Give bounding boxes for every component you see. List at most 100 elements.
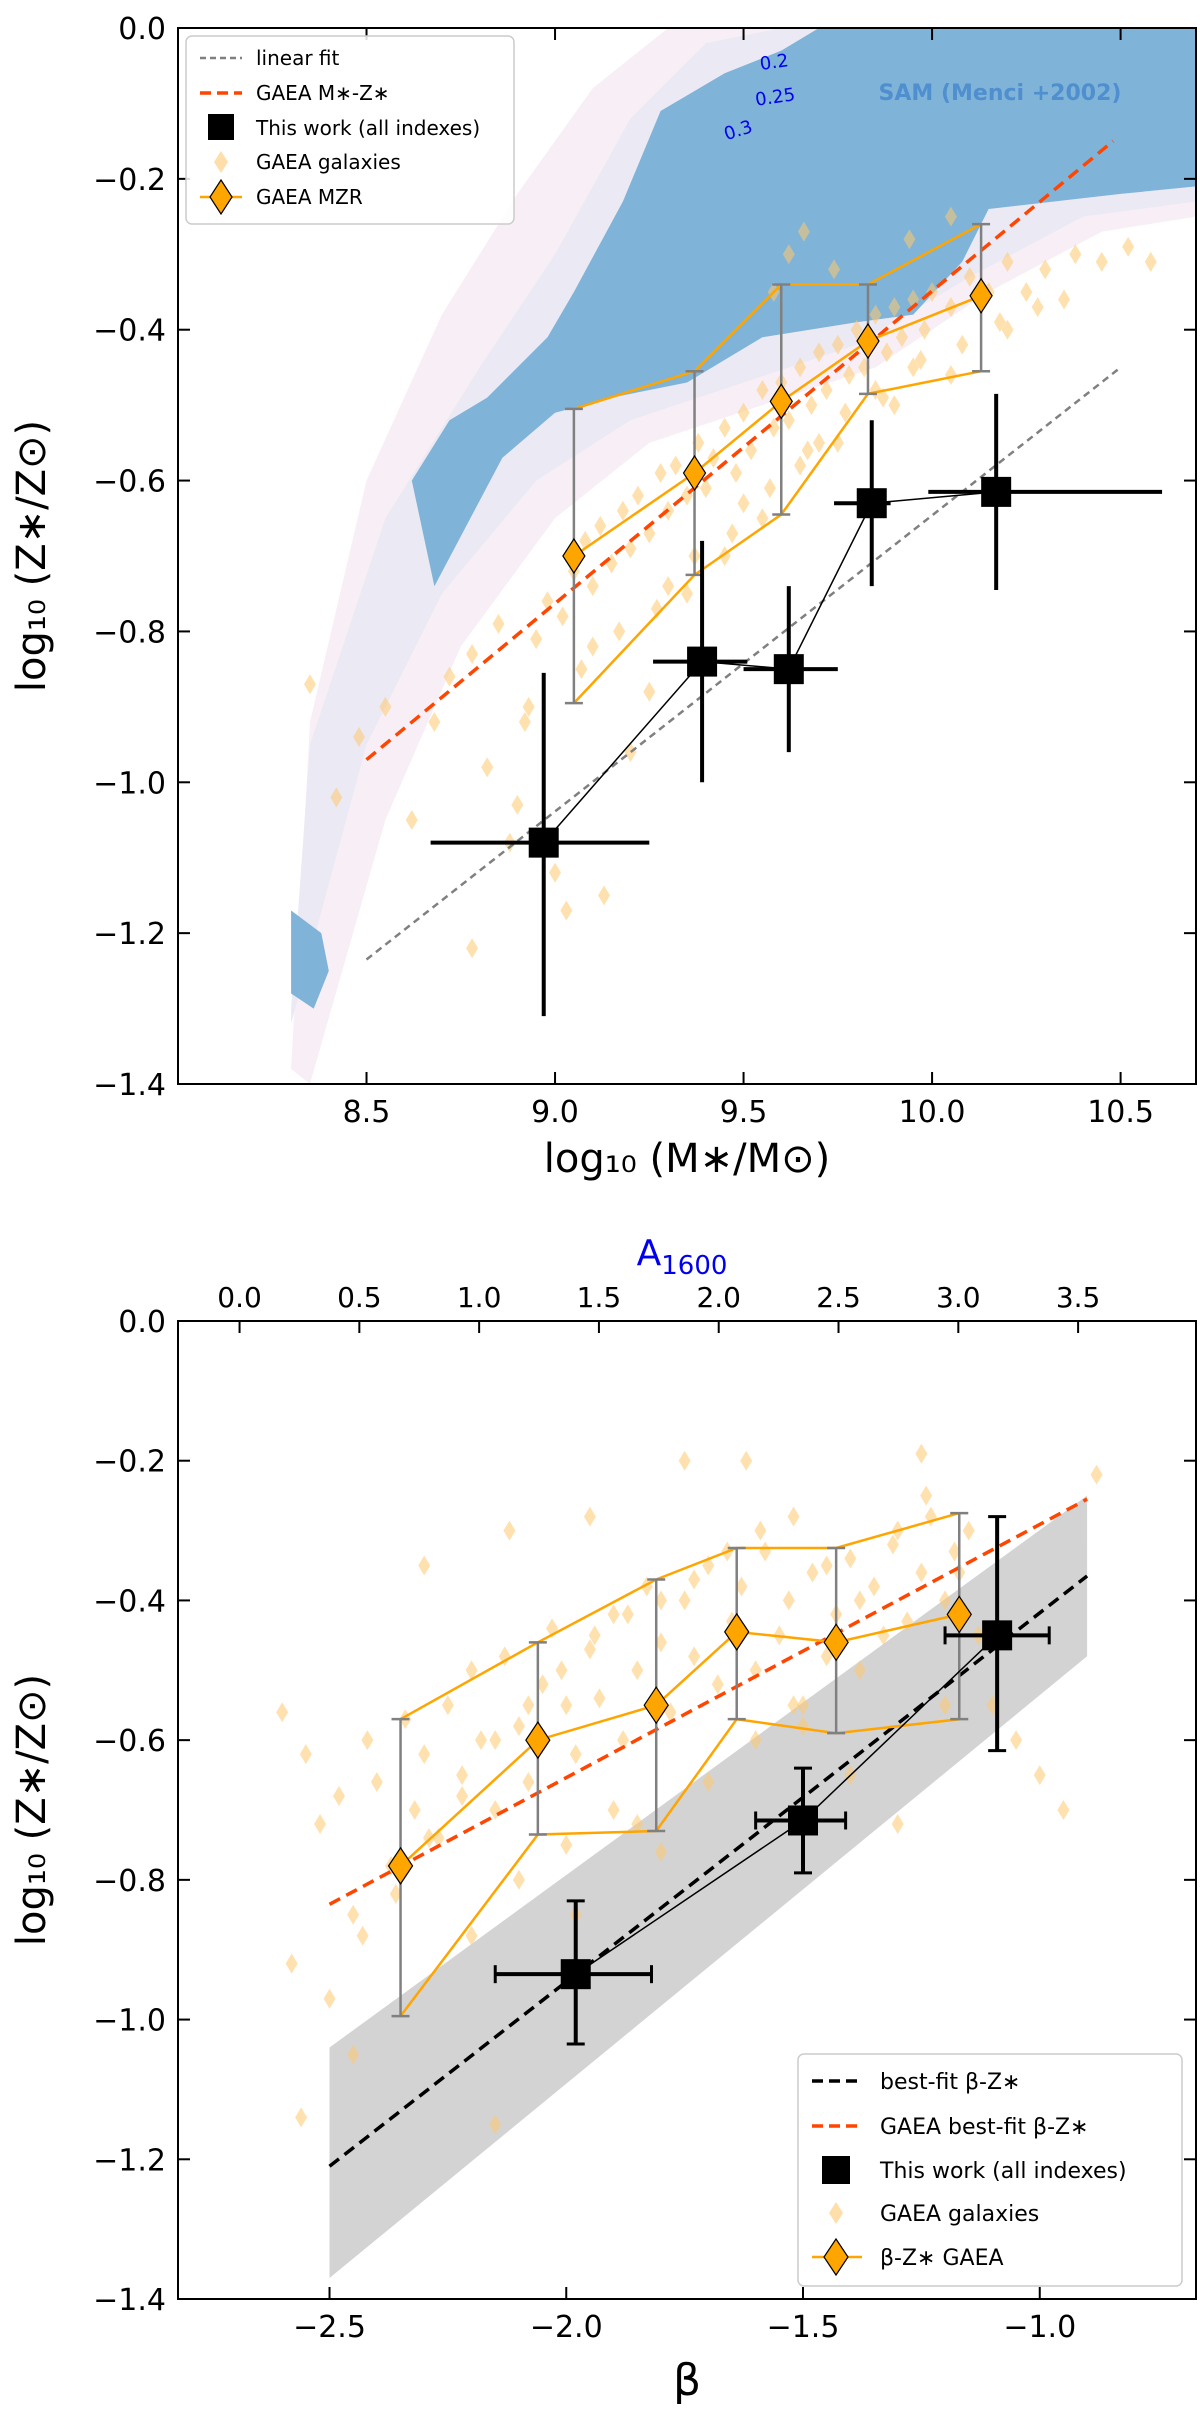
gaea-galaxy-point (801, 440, 814, 461)
gaea-galaxy-point (787, 1695, 800, 1716)
a1600-tick-label: 0.5 (337, 1281, 382, 1314)
gaea-galaxy-point (299, 1744, 312, 1765)
gaea-galaxy-point (503, 1520, 516, 1541)
this-work-marker (981, 476, 1012, 507)
best-fit-confidence-band (329, 1495, 1088, 2278)
top-axis-label-main: A (637, 1233, 662, 1274)
gaea-galaxy-point (624, 742, 637, 763)
a1600-tick-label: 1.0 (457, 1281, 502, 1314)
gaea-galaxy-point (850, 319, 863, 340)
gaea-galaxy-point (669, 455, 682, 476)
gaea-galaxy-point (624, 538, 637, 559)
gaea-relation-marker (643, 1686, 669, 1725)
bottom-plot-frame (177, 1320, 1197, 2300)
gaea-galaxy-point (489, 2114, 502, 2135)
gaea-galaxy-point (939, 1695, 952, 1716)
beta-metallicity-panel: −2.5 −2.0 −1.5 −1.0 0.0 −0.2 −0.4 −0.6 −0.8 −1.0 −… (9, 1233, 1197, 2406)
gaea-galaxy-point (888, 297, 901, 318)
a1600-tick-label: 1.5 (577, 1281, 622, 1314)
gaea-galaxy-point (466, 938, 479, 959)
legend-label-gaea-galaxies-bottom: GAEA galaxies (880, 2202, 1039, 2227)
gaea-galaxy-point (428, 711, 441, 732)
gaea-galaxy-point (844, 1548, 857, 1569)
legend-swatch-this-work-bottom (822, 2156, 850, 2184)
gaea-mzr-marker (682, 454, 707, 492)
bottom-y-tick-label: 0.0 (118, 1305, 166, 1340)
this-work-marker (982, 1620, 1013, 1651)
gaea-galaxy-point (418, 1744, 431, 1765)
gaea-galaxy-point (662, 576, 675, 597)
gaea-galaxy-point (569, 1744, 582, 1765)
gaea-galaxy-point (688, 1569, 701, 1590)
gaea-galaxy-point (640, 1576, 653, 1597)
gaea-galaxy-point (944, 364, 957, 385)
top-y-tick-label: −0.2 (93, 163, 166, 198)
gaea-galaxy-point (522, 1695, 535, 1716)
this-work-marker (773, 654, 804, 685)
gaea-galaxy-point (1122, 236, 1135, 257)
best-fit-line (328, 1574, 1089, 2168)
this-work-marker (788, 1805, 819, 1836)
gaea-galaxy-point (643, 681, 656, 702)
gaea-galaxy-point (617, 1730, 630, 1751)
gaea-galaxy-point (699, 478, 712, 499)
gaea-galaxy-point (518, 711, 531, 732)
gaea-galaxy-point (797, 221, 810, 242)
gaea-galaxy-point (948, 1541, 961, 1562)
top-y-tick-label: −0.6 (93, 465, 166, 500)
gaea-galaxy-point (915, 1443, 928, 1464)
gaea-relation-marker (823, 1623, 849, 1662)
gaea-galaxy-point (730, 463, 743, 484)
top-contour-label-0-2: 0.2 (759, 50, 790, 75)
bottom-x-tick-label: −1.5 (767, 2310, 840, 2345)
gaea-galaxy-point (405, 810, 418, 830)
gaea-galaxy-point (586, 636, 599, 657)
gaea-galaxy-point (285, 1953, 298, 1974)
top-y-tick-label: −0.4 (93, 314, 166, 349)
top-y-tick-label: −0.8 (93, 615, 166, 650)
gaea-galaxy-point (782, 1590, 795, 1611)
gaea-galaxy-point (303, 674, 316, 695)
gaea-galaxy-point (869, 304, 882, 325)
gaea-galaxy-point (681, 583, 693, 604)
gaea-galaxy-point (512, 1716, 525, 1737)
gaea-galaxy-point (820, 1555, 833, 1576)
mass-metallicity-panel: 8.5 9.0 9.5 10.0 10.5 0.0 −0.2 −0.4 −0.6 −0.8 −1.0… (9, 12, 1197, 1182)
gaea-galaxy-point (787, 1506, 800, 1527)
gaea-galaxy-point (598, 885, 611, 906)
gaea-galaxy-point (1095, 251, 1108, 272)
gaea-galaxy-point (853, 1660, 866, 1681)
gaea-galaxy-point (593, 1688, 606, 1709)
gaea-best-fit-line (328, 1497, 1088, 1906)
bottom-x-axis-label: β (673, 2355, 701, 2406)
gaea-galaxy-point (718, 417, 731, 438)
gaea-galaxy-point (920, 1485, 933, 1506)
top-x-tick-label: 9.0 (531, 1095, 579, 1130)
gaea-galaxy-point (654, 1632, 667, 1653)
gaea-galaxy-point (812, 432, 825, 453)
gaea-galaxy-point (763, 478, 776, 499)
gaea-galaxy-point (594, 515, 607, 536)
top-x-tick-label: 9.5 (720, 1095, 768, 1130)
gaea-galaxy-point (688, 1646, 701, 1667)
bottom-x-tick-label: −1.0 (1003, 2310, 1076, 2345)
gaea-galaxy-point (756, 508, 769, 529)
gaea-galaxy-point (956, 334, 969, 355)
a1600-tick-label: 2.0 (696, 1281, 741, 1314)
legend-label-linear-fit: linear fit (256, 46, 340, 70)
gaea-galaxy-point (408, 1800, 421, 1820)
gaea-galaxy-point (370, 1772, 383, 1793)
top-plot-frame (177, 27, 1197, 1085)
legend-label-gaea-galaxies: GAEA galaxies (256, 150, 401, 174)
gaea-galaxy-point (616, 500, 629, 521)
gaea-galaxy-point (939, 1590, 952, 1611)
gaea-galaxy-point (1010, 1730, 1023, 1751)
legend-label-this-work: This work (all indexes) (255, 116, 480, 140)
gaea-galaxy-point (607, 1604, 620, 1625)
gaea-galaxy-point (511, 794, 524, 815)
a1600-tick-label: 2.5 (816, 1281, 861, 1314)
gaea-galaxy-point (314, 1813, 327, 1834)
gaea-galaxy-point (895, 327, 908, 348)
gaea-mzr-marker (562, 537, 586, 575)
gaea-galaxy-point (456, 1765, 469, 1786)
